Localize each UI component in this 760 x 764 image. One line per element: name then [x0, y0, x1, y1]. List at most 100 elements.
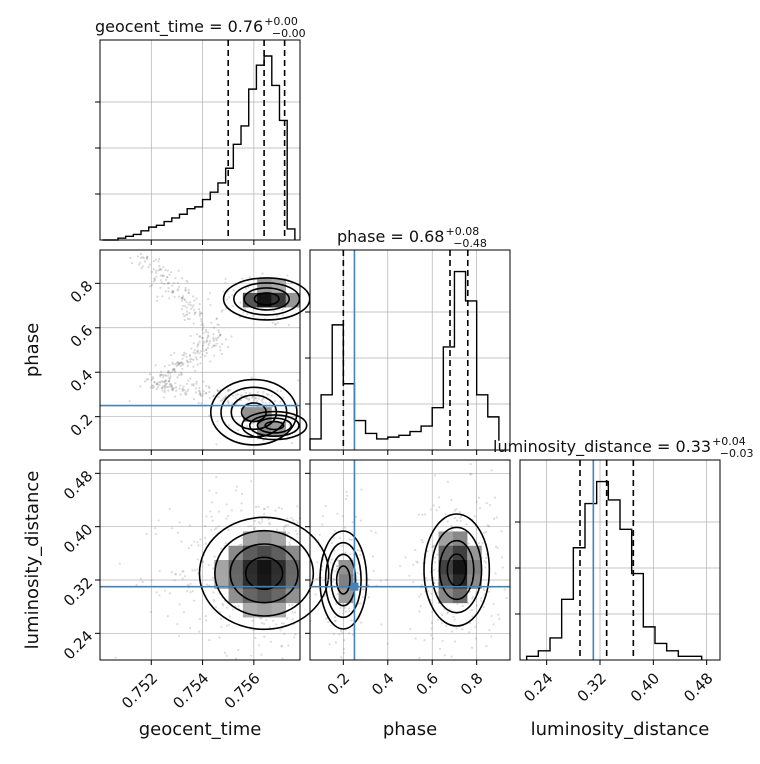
sample-point	[152, 268, 155, 271]
sample-point	[187, 303, 190, 306]
sample-point	[436, 553, 439, 556]
sample-point	[162, 282, 166, 285]
sample-point	[198, 352, 201, 355]
sample-point	[247, 525, 250, 528]
sample-point	[221, 308, 224, 312]
sample-point	[170, 383, 173, 386]
sample-point	[145, 378, 148, 381]
sample-point	[183, 318, 186, 322]
sample-point	[429, 508, 432, 511]
sample-point	[168, 379, 171, 383]
sample-point	[163, 380, 166, 383]
sample-point	[217, 331, 220, 334]
sample-point	[270, 394, 274, 397]
panel-frame	[99, 459, 301, 661]
sample-point	[168, 383, 171, 386]
sample-point	[503, 588, 506, 591]
sample-point	[137, 263, 141, 266]
sample-point	[363, 588, 366, 591]
sample-point	[276, 321, 279, 325]
density-cell	[452, 545, 468, 561]
sample-point	[161, 274, 164, 277]
sample-point	[433, 581, 436, 585]
sample-point	[418, 610, 421, 613]
sample-point	[191, 306, 194, 309]
sample-point	[215, 317, 218, 320]
sample-point	[212, 336, 215, 339]
sample-point	[287, 323, 291, 327]
sample-point	[181, 577, 184, 580]
sample-point	[188, 353, 192, 357]
sample-point	[205, 384, 208, 387]
sample-point	[193, 299, 196, 302]
sample-point	[168, 385, 171, 388]
sample-point	[179, 573, 182, 576]
sample-point	[174, 382, 177, 385]
sample-point	[184, 391, 187, 394]
sample-point	[185, 359, 188, 362]
sample-point	[490, 635, 493, 638]
sample-point	[217, 329, 220, 332]
sample-point	[259, 617, 263, 620]
sample-point	[420, 539, 423, 542]
sample-point	[255, 400, 258, 403]
sample-point	[170, 291, 173, 294]
sample-point	[286, 617, 289, 620]
sample-point	[163, 385, 166, 388]
sample-point	[162, 376, 165, 379]
sample-point	[205, 515, 208, 518]
sample-point	[250, 396, 254, 399]
sample-point	[184, 289, 187, 292]
sample-point	[150, 579, 153, 582]
sample-point	[350, 538, 353, 541]
sample-point	[220, 352, 223, 356]
sample-point	[473, 515, 477, 518]
sample-point	[215, 443, 218, 446]
sample-point	[269, 640, 272, 643]
sample-point	[166, 282, 169, 285]
sample-point	[151, 376, 155, 379]
sample-point	[294, 529, 297, 532]
sample-point	[200, 395, 203, 398]
sample-point	[177, 361, 180, 364]
sample-point	[168, 377, 171, 380]
sample-point	[173, 579, 176, 582]
sample-point	[161, 389, 164, 392]
sample-point	[162, 374, 165, 377]
sample-point	[293, 636, 296, 639]
sample-point	[153, 380, 156, 384]
sample-point	[257, 644, 261, 647]
contour	[319, 530, 368, 630]
sample-point	[223, 396, 226, 399]
sample-point	[204, 341, 208, 344]
sample-point	[332, 632, 336, 635]
sample-point	[159, 267, 162, 270]
sample-point	[173, 295, 176, 298]
sample-point	[185, 382, 189, 386]
sample-point	[200, 402, 203, 405]
sample-point	[198, 302, 201, 306]
sample-point	[184, 299, 187, 302]
sample-point	[386, 642, 389, 645]
x-tick-label: 0.4	[368, 669, 398, 699]
sample-point	[274, 323, 278, 326]
sample-point	[196, 558, 199, 561]
sample-point	[488, 503, 492, 507]
sample-point	[452, 615, 455, 618]
sample-point	[163, 380, 166, 383]
density-cell	[285, 574, 301, 589]
contour	[214, 529, 315, 617]
sample-point	[455, 519, 459, 522]
sample-point	[153, 381, 156, 384]
sample-point	[321, 514, 324, 518]
sample-point	[163, 373, 167, 377]
sample-point	[454, 640, 457, 643]
sample-point	[453, 509, 456, 512]
sample-point	[198, 392, 202, 395]
sample-point	[450, 498, 453, 502]
sample-point	[179, 384, 182, 387]
sample-point	[221, 602, 224, 606]
sample-point	[241, 277, 244, 280]
sample-point	[177, 269, 180, 272]
sample-point	[282, 528, 285, 531]
